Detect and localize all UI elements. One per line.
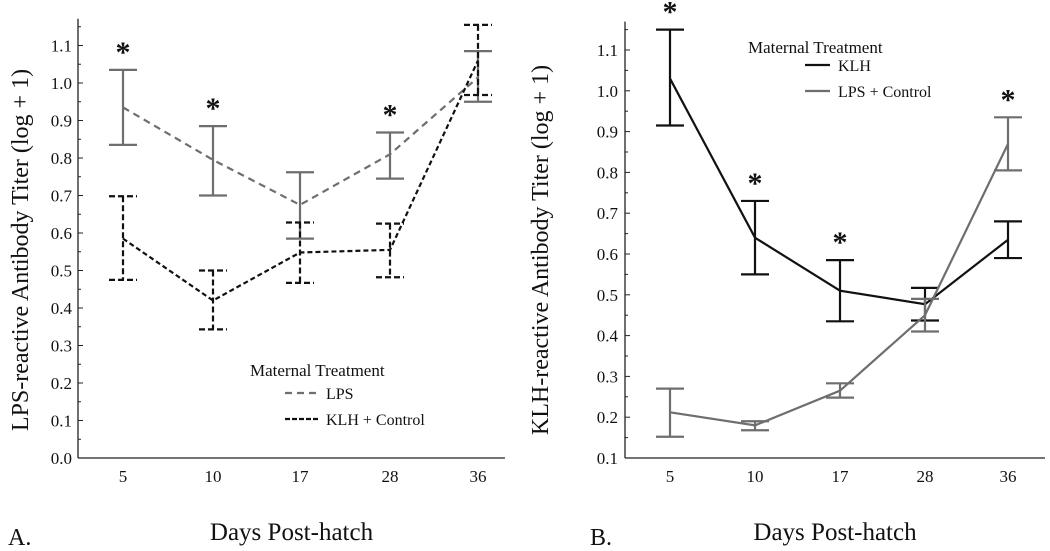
y-tick-label: 0.4 — [597, 327, 619, 346]
y-tick-label: 0.1 — [51, 412, 72, 431]
x-tick-label: 5 — [119, 467, 128, 486]
y-tick-label: 0.8 — [51, 149, 72, 168]
panel-b: 0.1 0.2 0.3 0.4 0.5 0.6 0.7 0.8 0.9 1.0 1.1 5 10 17 28… — [528, 0, 1045, 551]
y-tick-label: 0.6 — [51, 224, 72, 243]
x-tick-label: 36 — [470, 467, 487, 486]
significance-asterisk: * — [206, 92, 221, 125]
y-tick-label: 1.1 — [51, 37, 72, 56]
y-tick-label: 0.5 — [597, 286, 618, 305]
legend-label: LPS + Control — [838, 84, 932, 101]
legend-label: KLH + Control — [326, 412, 425, 429]
x-tick-label: 17 — [832, 467, 850, 486]
y-tick-label: 0.8 — [597, 163, 618, 182]
panel-label: A. — [8, 525, 31, 551]
y-tick-label: 1.0 — [597, 82, 618, 101]
legend: Maternal Treatment LPS KLH + Control — [250, 361, 425, 429]
x-axis-title: Days Post-hatch — [210, 519, 374, 546]
x-axis-title: Days Post-hatch — [753, 519, 917, 546]
significance-asterisk: * — [116, 36, 131, 69]
x-tick-label: 10 — [747, 467, 764, 486]
significance-asterisk: * — [383, 99, 398, 132]
y-tick-label: 0.7 — [51, 187, 73, 206]
y-tick-label: 0.9 — [597, 123, 618, 142]
significance-asterisk: * — [1001, 83, 1016, 116]
x-tick-label: 10 — [205, 467, 222, 486]
series-klh-control — [109, 23, 492, 331]
y-tick-label: 1.1 — [597, 41, 618, 60]
y-tick-label: 0.3 — [51, 337, 72, 356]
legend-label: LPS — [326, 386, 354, 403]
significance-asterisk: * — [748, 167, 763, 200]
panel-label: B. — [590, 525, 612, 551]
series-lps-control — [656, 116, 1022, 438]
legend-label: KLH — [838, 58, 871, 75]
y-tick-label: 0.1 — [597, 449, 618, 468]
x-tick-label: 17 — [292, 467, 310, 486]
y-tick-label: 0.2 — [51, 374, 72, 393]
significance-asterisk: * — [833, 226, 848, 259]
y-tick-label: 0.3 — [597, 367, 618, 386]
y-axis-title: LPS-reactive Antibody Titer (log + 1) — [8, 69, 34, 431]
y-tick-label: 0.4 — [51, 299, 73, 318]
legend-title: Maternal Treatment — [250, 361, 385, 380]
x-tick-label: 5 — [666, 467, 675, 486]
x-tick-label: 36 — [1000, 467, 1017, 486]
x-tick-label: 28 — [382, 467, 399, 486]
y-tick-label: 0.5 — [51, 262, 72, 281]
y-tick-label: 0.9 — [51, 112, 72, 131]
y-tick-label: 1.0 — [51, 74, 72, 93]
y-tick-label: 0.6 — [597, 245, 618, 264]
panel-a: 0.0 0.1 0.2 0.3 0.4 0.5 0.6 0.7 0.8 0.9 1.0 1.1 5 10 1… — [8, 18, 505, 551]
y-tick-label: 0.0 — [51, 449, 72, 468]
y-tick-label: 0.7 — [597, 204, 619, 223]
series-lps — [109, 50, 492, 240]
significance-asterisk: * — [663, 0, 678, 29]
legend-title: Maternal Treatment — [748, 38, 883, 57]
x-tick-label: 28 — [917, 467, 934, 486]
y-axis-title: KLH-reactive Antibody Titer (log + 1) — [528, 65, 554, 435]
y-tick-label: 0.2 — [597, 408, 618, 427]
